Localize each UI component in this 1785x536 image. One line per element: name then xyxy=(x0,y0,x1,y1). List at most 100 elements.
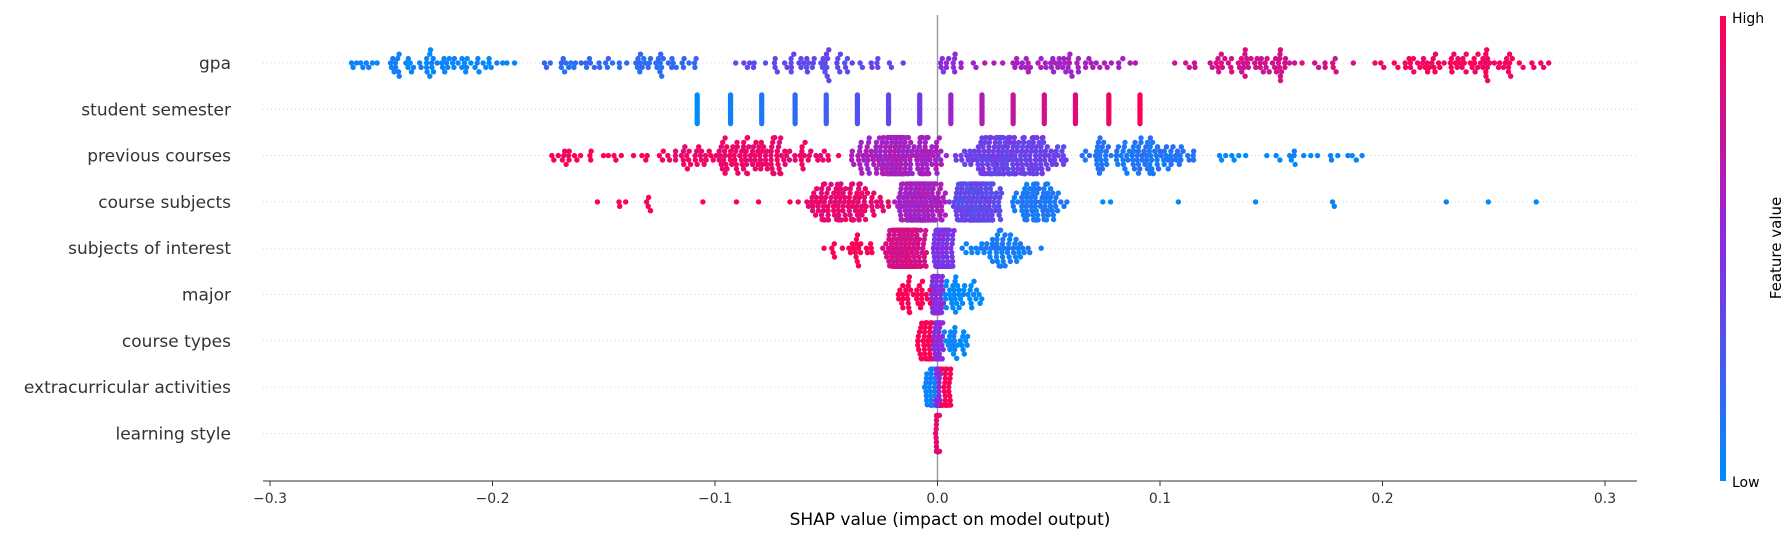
shap-dot xyxy=(396,73,402,79)
shap-dot xyxy=(959,203,965,209)
shap-dot xyxy=(685,157,692,163)
shap-dot xyxy=(835,190,842,196)
shap-dot xyxy=(1469,64,1475,71)
shap-dot xyxy=(924,338,931,344)
shap-dot xyxy=(862,208,868,214)
shap-dot xyxy=(1174,148,1181,154)
shap-dot xyxy=(864,190,871,196)
shap-dot xyxy=(657,69,663,75)
dots-layer xyxy=(348,47,1552,455)
shap-dot xyxy=(844,69,851,75)
shap-dot xyxy=(962,161,968,168)
shap-dot xyxy=(931,241,937,247)
shap-dot xyxy=(635,55,641,62)
shap-dot xyxy=(903,203,910,209)
shap-dot xyxy=(935,190,941,196)
shap-dot xyxy=(869,64,875,71)
shap-dot xyxy=(936,324,943,331)
shap-dot xyxy=(1463,51,1469,57)
shap-dot xyxy=(842,60,848,66)
shap-dot xyxy=(1130,157,1136,163)
shap-dot xyxy=(1235,60,1242,66)
shap-dot xyxy=(822,194,829,201)
shap-dot xyxy=(561,69,568,75)
shap-dot xyxy=(903,236,909,243)
shap-dot xyxy=(483,64,489,71)
shap-dot xyxy=(1447,60,1454,66)
shap-dot xyxy=(892,199,898,205)
shap-dot xyxy=(1154,144,1161,150)
shap-dot xyxy=(821,245,827,251)
shap-dot xyxy=(885,245,892,251)
shap-dot xyxy=(917,305,924,311)
shap-dot xyxy=(951,227,957,234)
shap-dot xyxy=(925,152,931,159)
shap-dot xyxy=(808,199,815,205)
shap-dot xyxy=(776,166,782,172)
shap-dot xyxy=(1186,157,1192,163)
shap-dot xyxy=(1332,55,1338,62)
shap-dot xyxy=(572,60,579,66)
shap-dot xyxy=(1149,157,1155,163)
shap-dot xyxy=(1051,199,1058,205)
shap-dot xyxy=(1044,208,1051,214)
shap-dot xyxy=(678,152,684,159)
shap-dot xyxy=(1035,60,1041,66)
shap-dot xyxy=(1088,60,1094,66)
shap-dot xyxy=(931,346,937,353)
shap-dot xyxy=(1006,241,1012,247)
shap-dot xyxy=(858,241,864,247)
semester-cluster xyxy=(979,92,985,127)
shap-dot xyxy=(943,152,950,159)
shap-dot xyxy=(938,278,945,284)
shap-dot xyxy=(1010,60,1016,66)
shap-dot xyxy=(986,148,992,154)
shap-dot xyxy=(887,148,893,154)
shap-dot xyxy=(940,236,946,243)
shap-dot xyxy=(1124,152,1130,159)
shap-dot xyxy=(982,60,988,66)
shap-dot xyxy=(936,393,942,399)
shap-dot xyxy=(646,60,653,66)
shap-dot xyxy=(1047,186,1054,192)
shap-dot xyxy=(952,329,958,335)
shap-dot xyxy=(1058,199,1064,205)
shap-dot xyxy=(427,47,434,53)
shap-dot xyxy=(1030,166,1037,172)
shap-dot xyxy=(961,283,968,289)
shap-dot xyxy=(757,152,763,159)
shap-dot xyxy=(659,157,666,163)
shap-dot xyxy=(949,241,955,247)
shap-dot xyxy=(933,426,939,432)
shap-dot xyxy=(921,384,928,390)
shap-dot xyxy=(1010,245,1016,251)
shap-dot xyxy=(922,232,928,238)
shap-dot xyxy=(886,232,892,238)
shap-dot xyxy=(1273,152,1279,159)
shap-dot xyxy=(825,203,831,209)
shap-dot xyxy=(898,245,904,251)
shap-dot xyxy=(939,333,946,340)
colorbar-high-label: High xyxy=(1732,11,1764,27)
shap-dot xyxy=(1130,148,1137,154)
shap-dot xyxy=(684,166,691,172)
shap-dot xyxy=(990,148,997,154)
shap-dot xyxy=(884,157,890,163)
shap-dot xyxy=(475,55,481,62)
shap-dot xyxy=(847,249,854,256)
shap-dot xyxy=(927,300,934,306)
shap-dot xyxy=(904,148,911,154)
shap-dot xyxy=(1503,55,1510,62)
shap-dot xyxy=(1104,161,1110,168)
shap-dot xyxy=(908,186,914,192)
shap-dot xyxy=(1432,69,1438,75)
shap-dot xyxy=(1144,139,1151,146)
feature-label: student semester xyxy=(81,100,231,120)
shap-dot xyxy=(1000,144,1006,150)
shap-dot xyxy=(955,203,961,209)
shap-dot xyxy=(879,139,885,146)
shap-dot xyxy=(1483,51,1489,57)
shap-dot xyxy=(948,296,954,302)
shap-dot xyxy=(946,380,952,386)
shap-dot xyxy=(920,190,926,196)
